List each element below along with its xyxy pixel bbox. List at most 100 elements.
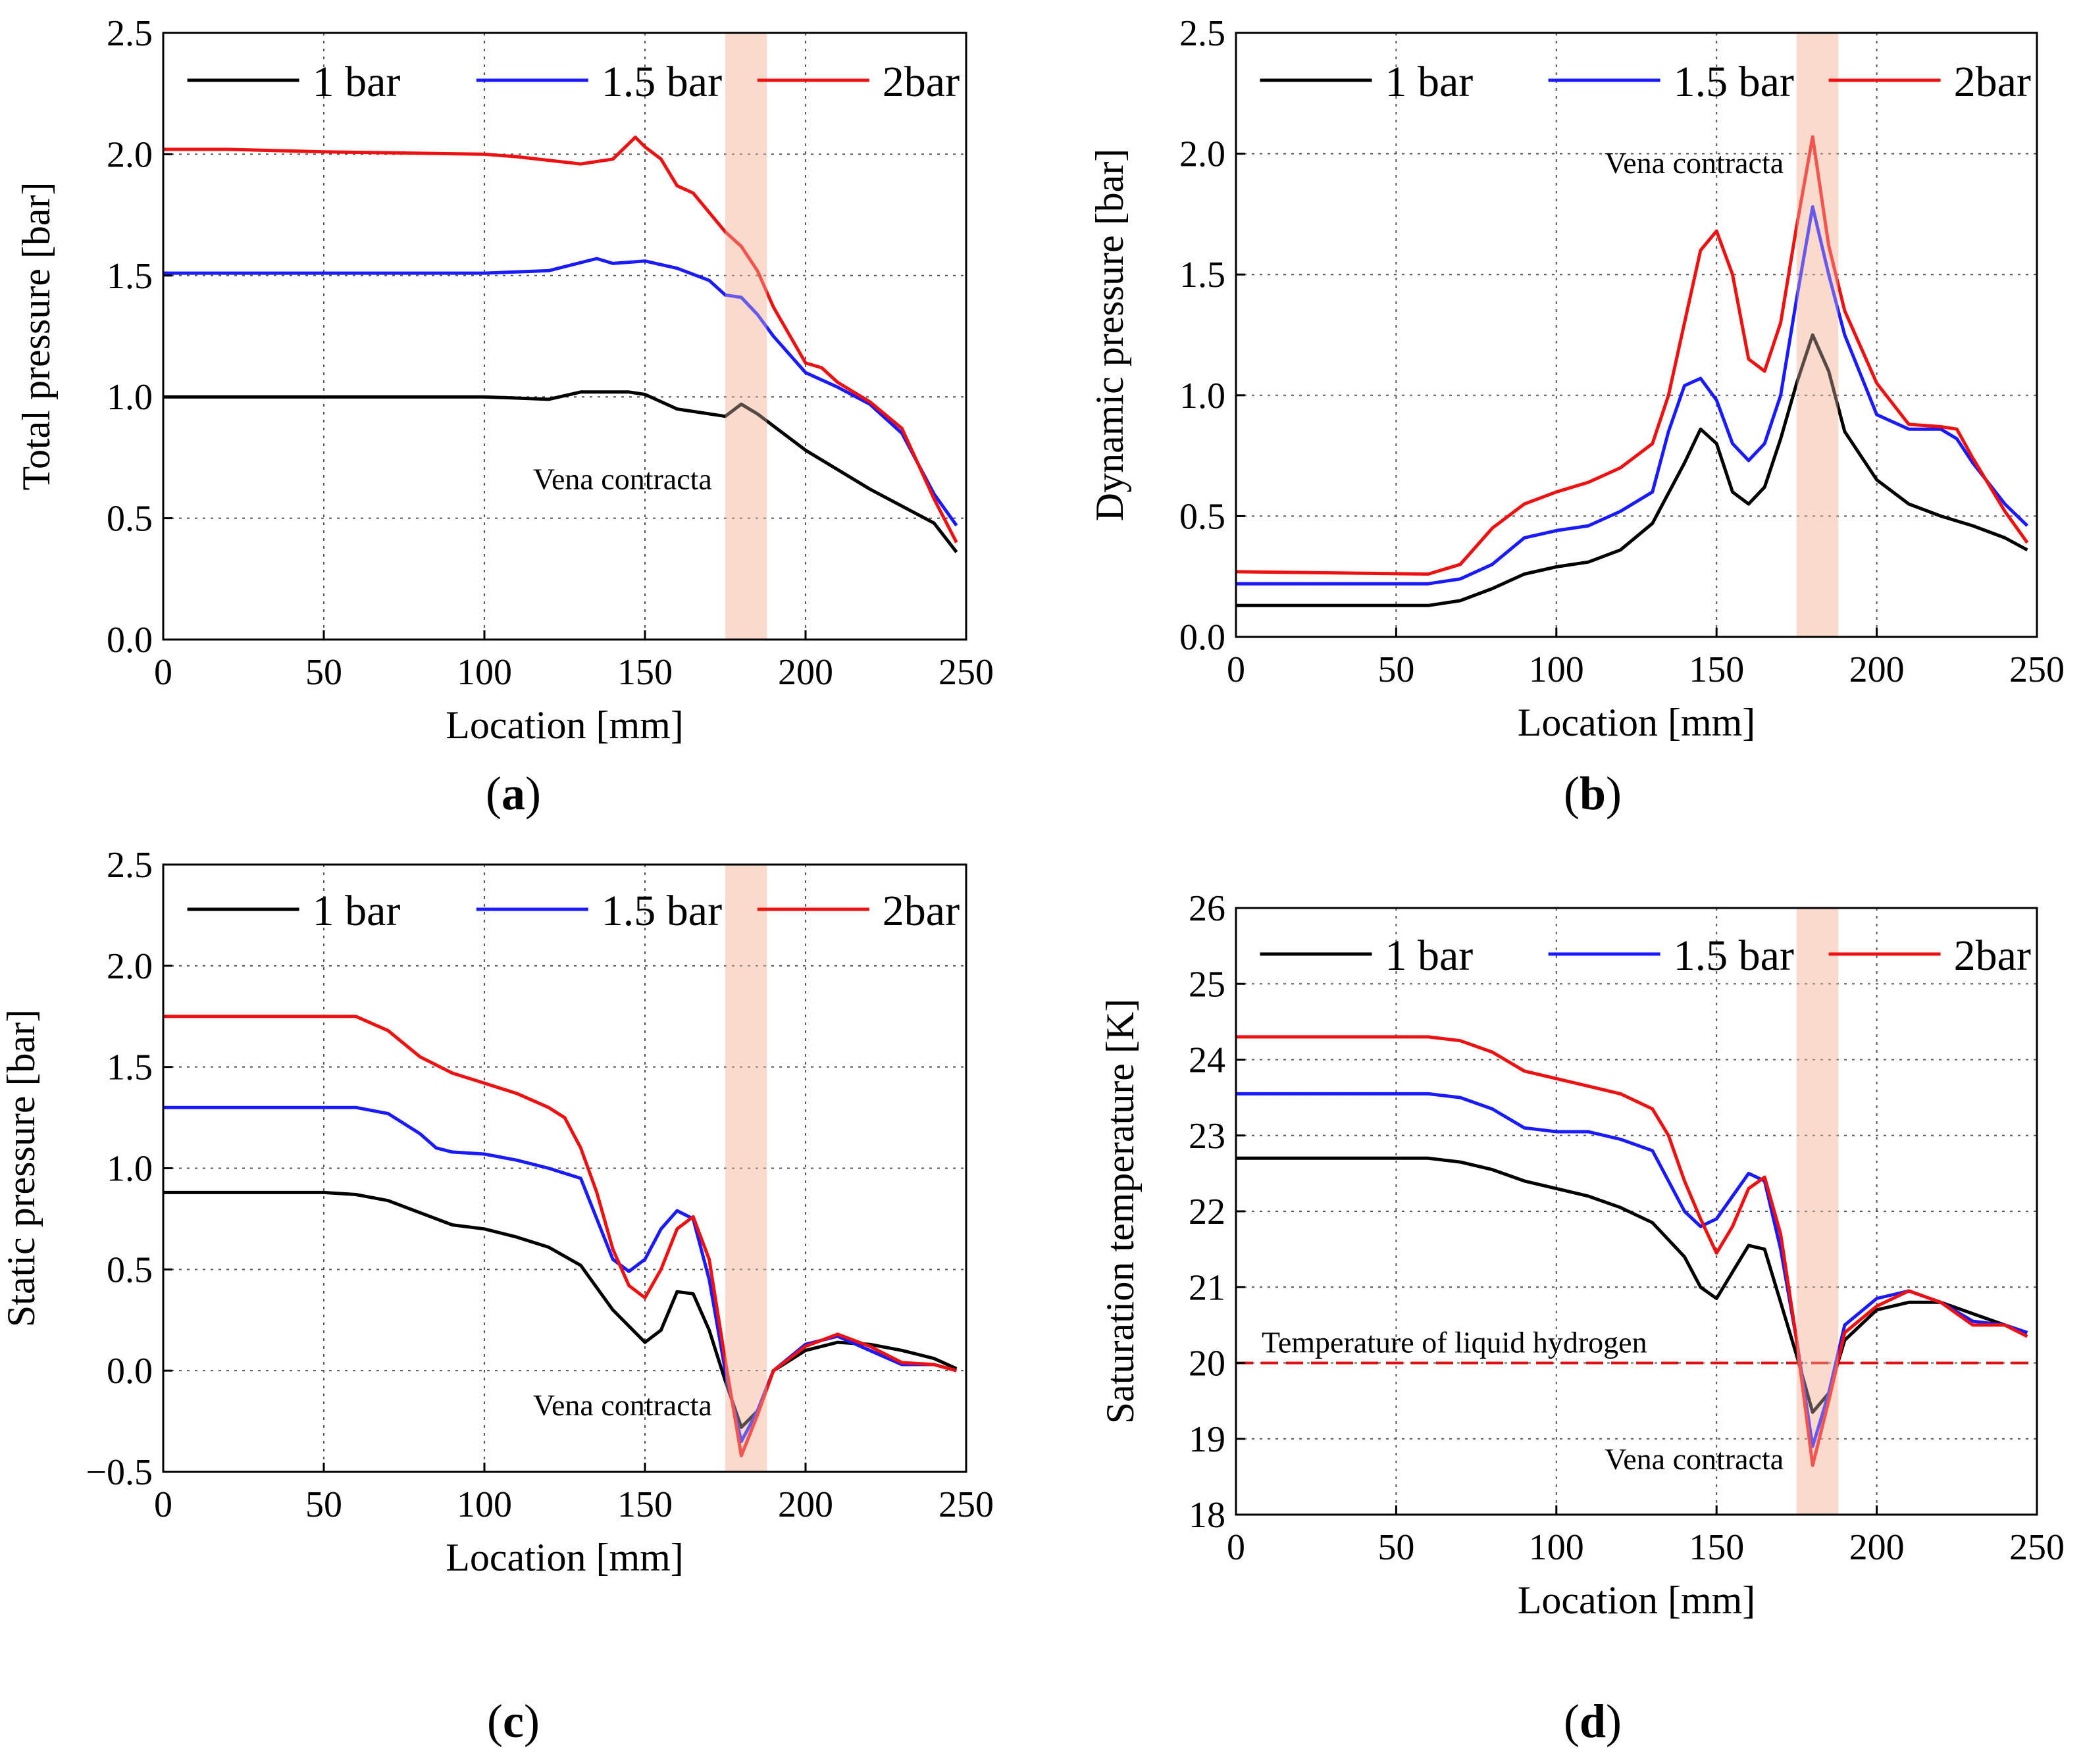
x-tick-label: 200 (778, 652, 833, 693)
x-tick-label: 50 (305, 652, 342, 693)
legend-label: 1 bar (313, 887, 401, 935)
y-tick-label: 24 (1189, 1040, 1225, 1081)
y-tick-label: 19 (1189, 1419, 1225, 1460)
highlight-band-overlay (1796, 908, 1839, 1515)
legend-label: 1.5 bar (602, 58, 722, 106)
highlight-band-overlay (725, 865, 767, 1472)
annotation-vena-contracta: Vena contracta (1605, 1442, 1784, 1476)
y-tick-label: 1.5 (107, 256, 153, 297)
x-axis-label: Location [mm] (1518, 701, 1756, 744)
plot-frame (1235, 32, 2038, 638)
legend-label: 2bar (1954, 58, 2031, 106)
legend-label: 2bar (1954, 932, 2031, 980)
chart-panel-d: Temperature of liquid hydrogen 0 50 100 150 2… (1098, 888, 2065, 1622)
series-line-15bar (163, 257, 958, 527)
highlight-band (725, 33, 767, 640)
y-tick-label: 23 (1189, 1116, 1225, 1157)
x-tick-label: 150 (1689, 649, 1744, 690)
y-tick-label: 21 (1189, 1267, 1225, 1308)
x-tick-label: 200 (1849, 1527, 1905, 1568)
x-tick-label: 250 (2009, 649, 2065, 690)
x-axis-label: Location [mm] (1518, 1578, 1756, 1622)
y-tick-label: 2.0 (107, 134, 153, 175)
legend-label: 1.5 bar (602, 887, 722, 935)
x-tick-label: 150 (617, 652, 673, 693)
y-tick-label: −0.5 (86, 1452, 153, 1493)
legend-label: 1.5 bar (1674, 58, 1794, 106)
panel-label-c: (c) (487, 1695, 540, 1748)
y-tick-label: 0.0 (107, 620, 153, 661)
series-line-2bar (1236, 1035, 2028, 1467)
series-line-1bar (1236, 1156, 2028, 1414)
legend-label: 2bar (883, 58, 960, 106)
panel-label-b: (b) (1564, 767, 1622, 820)
highlight-band (1796, 33, 1839, 637)
legend-label: 1 bar (1385, 58, 1474, 106)
highlight-band (1796, 908, 1839, 1515)
legend-label: 1.5 bar (1674, 932, 1794, 980)
x-tick-label: 150 (1689, 1527, 1744, 1568)
y-tick-label: 0.5 (107, 499, 153, 540)
x-tick-label: 0 (154, 1484, 172, 1525)
y-tick-label: 18 (1189, 1495, 1225, 1536)
y-tick-label: 20 (1189, 1344, 1225, 1384)
chart-panel-c: 0 50 100 150 200 250 −0.5 0.0 0.5 1.0 1.5 2.0 2.5 Loc… (0, 845, 994, 1579)
x-tick-label: 50 (1377, 649, 1414, 690)
series-line-1bar (1236, 333, 2028, 607)
legend-label: 1 bar (313, 58, 401, 106)
x-tick-label: 100 (457, 652, 512, 693)
series-line-1bar (163, 390, 958, 553)
x-tick-label: 100 (1529, 1527, 1584, 1568)
y-tick-label: 2.5 (107, 845, 153, 886)
annotation-vena-contracta: Vena contracta (533, 1388, 712, 1422)
y-tick-label: 26 (1189, 888, 1225, 929)
series-line-2bar (163, 1015, 958, 1457)
y-tick-label: 1.0 (1179, 376, 1225, 416)
series-line-2bar (163, 136, 958, 543)
highlight-band-overlay (1796, 33, 1839, 637)
series-line-15bar (1236, 205, 2029, 586)
y-tick-label: 1.0 (107, 377, 153, 418)
panel-label-a: (a) (486, 767, 541, 820)
x-tick-label: 100 (457, 1484, 512, 1525)
chart-panel-b: 0 50 100 150 200 250 0.0 0.5 1.0 1.5 2.0 2.5 Locatio… (1088, 13, 2065, 744)
series-line-15bar (1236, 1092, 2028, 1448)
y-axis-label: Static pressure [bar] (0, 1009, 43, 1327)
y-tick-label: 0.5 (1179, 496, 1225, 537)
plot-frame (162, 32, 967, 641)
x-tick-label: 250 (2009, 1527, 2065, 1568)
y-tick-label: 0.5 (107, 1249, 153, 1290)
x-tick-label: 0 (1227, 649, 1245, 690)
x-tick-label: 50 (1377, 1527, 1414, 1568)
x-tick-label: 250 (939, 652, 994, 693)
legend-label: 1 bar (1385, 932, 1474, 980)
y-tick-label: 2.0 (1179, 134, 1225, 175)
highlight-band-overlay (725, 33, 767, 640)
chart-panel-a: 0 50 100 150 200 250 0.0 0.5 1.0 1.5 2.0 2.5 Locatio… (14, 13, 994, 747)
annotation-vena-contracta: Vena contracta (533, 462, 712, 495)
x-tick-label: 50 (305, 1484, 342, 1525)
x-tick-label: 200 (778, 1484, 833, 1525)
panel-label-d: (d) (1564, 1695, 1622, 1748)
y-axis-label: Total pressure [bar] (14, 182, 58, 491)
x-tick-label: 200 (1849, 649, 1905, 690)
series-line-2bar (1235, 135, 2029, 576)
x-tick-label: 0 (154, 652, 172, 693)
x-axis-label: Location [mm] (446, 1536, 684, 1579)
y-tick-label: 1.5 (1179, 255, 1225, 295)
y-tick-label: 1.0 (107, 1149, 153, 1190)
y-tick-label: 2.5 (107, 13, 153, 54)
x-tick-label: 0 (1227, 1527, 1245, 1568)
y-tick-label: 0.0 (1179, 617, 1225, 658)
legend-label: 2bar (883, 887, 960, 935)
y-tick-label: 2.0 (107, 946, 153, 987)
y-tick-label: 0.0 (107, 1351, 153, 1392)
y-axis-label: Saturation temperature [K] (1098, 999, 1142, 1424)
series-line-1bar (163, 1190, 958, 1429)
reference-line-label: Temperature of liquid hydrogen (1262, 1326, 1647, 1359)
annotation-vena-contracta: Vena contracta (1605, 146, 1784, 180)
x-tick-label: 150 (617, 1484, 673, 1525)
y-axis-label: Dynamic pressure [bar] (1088, 149, 1131, 521)
x-tick-label: 100 (1529, 649, 1584, 690)
